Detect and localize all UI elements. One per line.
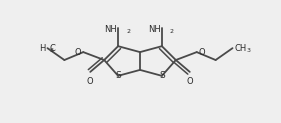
Text: S: S [115,71,121,80]
Text: 3: 3 [246,48,250,53]
Text: O: O [87,77,94,86]
Text: CH: CH [235,44,247,53]
Text: NH: NH [104,25,117,34]
Text: NH: NH [148,25,161,34]
Text: O: O [186,77,193,86]
Text: H: H [39,44,46,53]
Text: O: O [199,48,205,57]
Text: 2: 2 [170,29,174,34]
Text: C: C [49,44,55,53]
Text: S: S [159,71,165,80]
Text: O: O [75,48,81,57]
Text: 3: 3 [49,48,53,53]
Text: 2: 2 [126,29,130,34]
